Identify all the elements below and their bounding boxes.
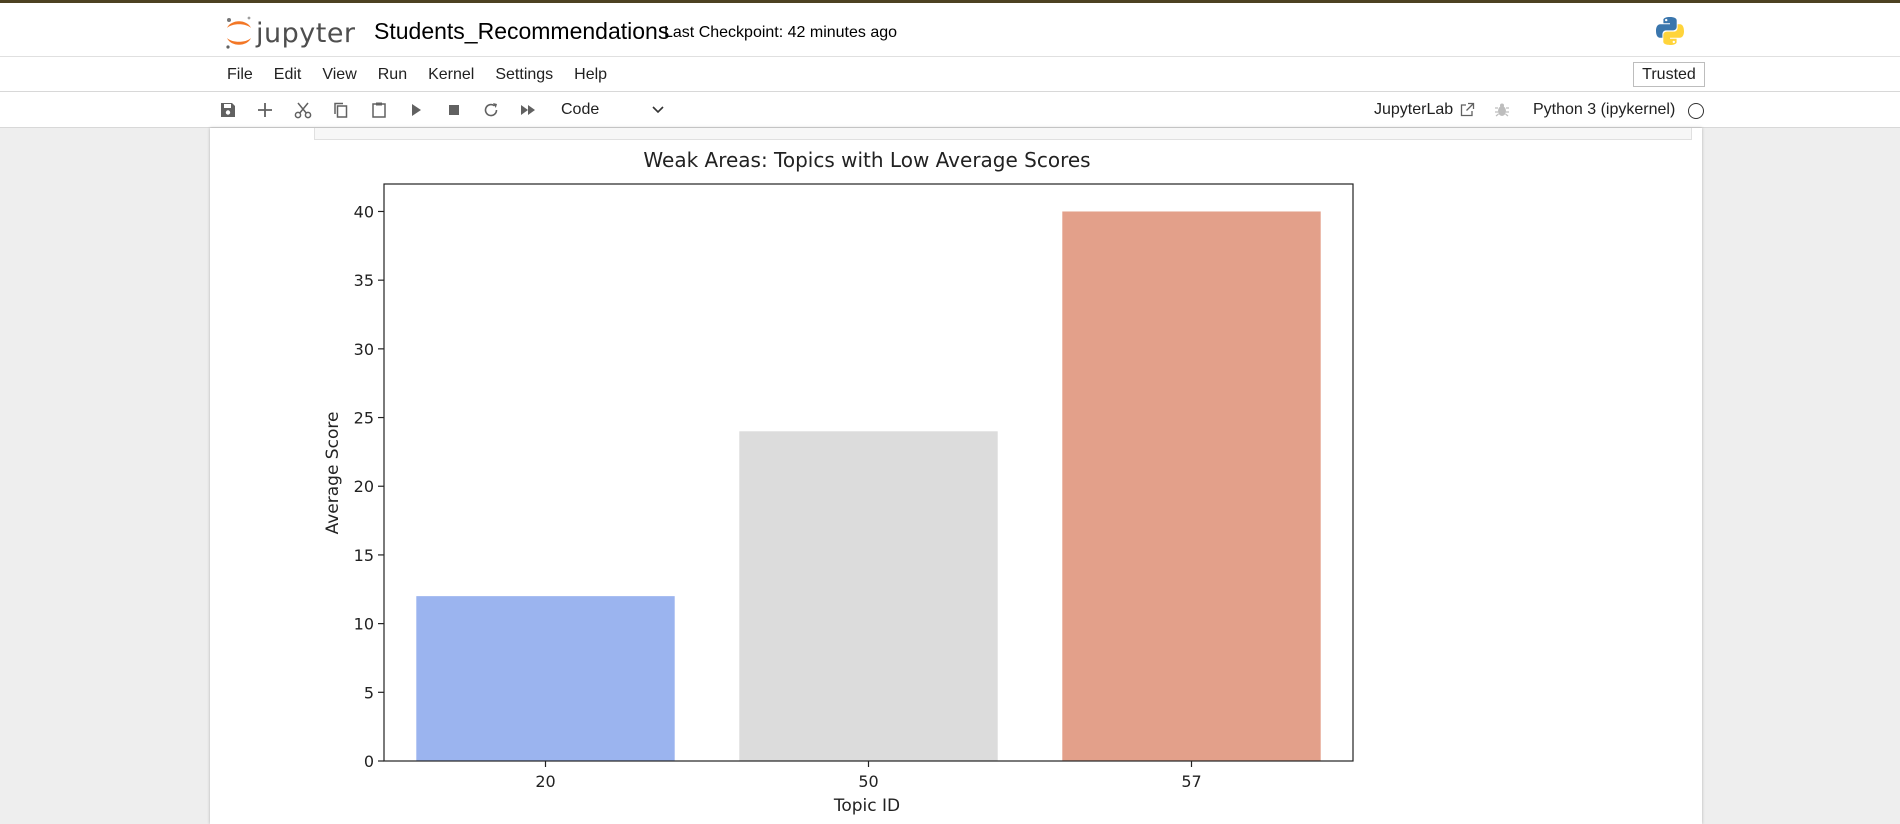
scissors-icon	[294, 102, 312, 119]
bar-topic-20	[416, 596, 675, 761]
y-tick-label: 5	[364, 683, 374, 702]
save-icon	[221, 103, 235, 117]
jupyterlab-label: JupyterLab	[1374, 101, 1454, 118]
stop-icon	[449, 105, 459, 115]
y-tick-label: 15	[354, 546, 374, 565]
bar-chart: Weak Areas: Topics with Low Average Scor…	[323, 148, 1354, 816]
y-tick-label: 35	[354, 271, 374, 290]
x-tick-label: 20	[535, 772, 555, 791]
restart-kernel-button[interactable]	[481, 100, 501, 120]
save-button[interactable]	[218, 100, 238, 120]
y-tick-label: 0	[364, 752, 374, 771]
restart-icon	[484, 103, 498, 117]
menu-run[interactable]: Run	[377, 66, 408, 83]
notebook-toolbar: Code JupyterLab Python 3 (ipykernel)	[0, 92, 1900, 128]
fast-forward-icon	[521, 105, 535, 115]
debugger-bug-icon[interactable]	[1494, 102, 1510, 118]
menu-file[interactable]: File	[227, 66, 253, 83]
copy-icon	[334, 102, 348, 118]
window-top-border	[0, 0, 1900, 3]
menu-bar: File Edit View Run Kernel Settings Help	[0, 57, 1900, 92]
y-tick-label: 20	[354, 477, 374, 496]
cell-type-value: Code	[561, 101, 600, 118]
insert-cell-button[interactable]	[255, 100, 275, 120]
x-axis-label: Topic ID	[833, 796, 900, 816]
notebook-header: jupyter Students_Recommendations Last Ch…	[0, 3, 1900, 57]
bar-topic-50	[739, 431, 998, 761]
y-axis-label: Average Score	[323, 412, 343, 535]
x-tick-label: 57	[1181, 772, 1201, 791]
menu-help[interactable]: Help	[574, 66, 608, 83]
menu-kernel[interactable]: Kernel	[428, 66, 475, 83]
play-icon	[412, 104, 421, 116]
code-cell-input[interactable]	[314, 128, 1692, 140]
notebook-panel: Weak Areas: Topics with Low Average Scor…	[210, 128, 1702, 824]
menu-view[interactable]: View	[322, 66, 357, 83]
cut-button[interactable]	[293, 100, 313, 120]
y-tick-label: 10	[354, 615, 374, 634]
y-tick-label: 40	[354, 202, 374, 221]
jupyter-logo-text: jupyter	[256, 17, 356, 49]
jupyter-logo[interactable]: jupyter	[224, 13, 364, 53]
notebook-title[interactable]: Students_Recommendations	[374, 18, 670, 44]
plot-frame	[383, 183, 1354, 762]
cell-type-dropdown[interactable]: Code	[561, 99, 665, 121]
external-link-icon	[1461, 102, 1475, 117]
bar-topic-57	[1062, 211, 1321, 761]
x-tick-label: 50	[858, 772, 878, 791]
clipboard-icon	[372, 102, 386, 118]
menu-edit[interactable]: Edit	[273, 66, 302, 83]
run-cell-button[interactable]	[406, 100, 426, 120]
trusted-indicator[interactable]: Trusted	[1633, 62, 1705, 87]
jupyter-logo-icon	[226, 16, 251, 49]
open-in-jupyterlab-link[interactable]: JupyterLab	[1374, 101, 1475, 119]
kernel-idle-status-icon	[1688, 103, 1704, 119]
chart-title: Weak Areas: Topics with Low Average Scor…	[643, 148, 1090, 172]
menu-settings[interactable]: Settings	[495, 66, 554, 83]
y-tick-label: 30	[354, 340, 374, 359]
copy-button[interactable]	[331, 100, 351, 120]
chevron-down-icon	[652, 106, 664, 114]
paste-button[interactable]	[369, 100, 389, 120]
last-checkpoint: Last Checkpoint: 42 minutes ago	[664, 24, 898, 41]
python-logo-icon	[1656, 17, 1684, 45]
restart-run-all-button[interactable]	[518, 100, 538, 120]
interrupt-kernel-button[interactable]	[444, 100, 464, 120]
kernel-name[interactable]: Python 3 (ipykernel)	[1533, 101, 1676, 118]
plus-icon	[258, 103, 272, 117]
y-tick-label: 25	[354, 409, 374, 428]
